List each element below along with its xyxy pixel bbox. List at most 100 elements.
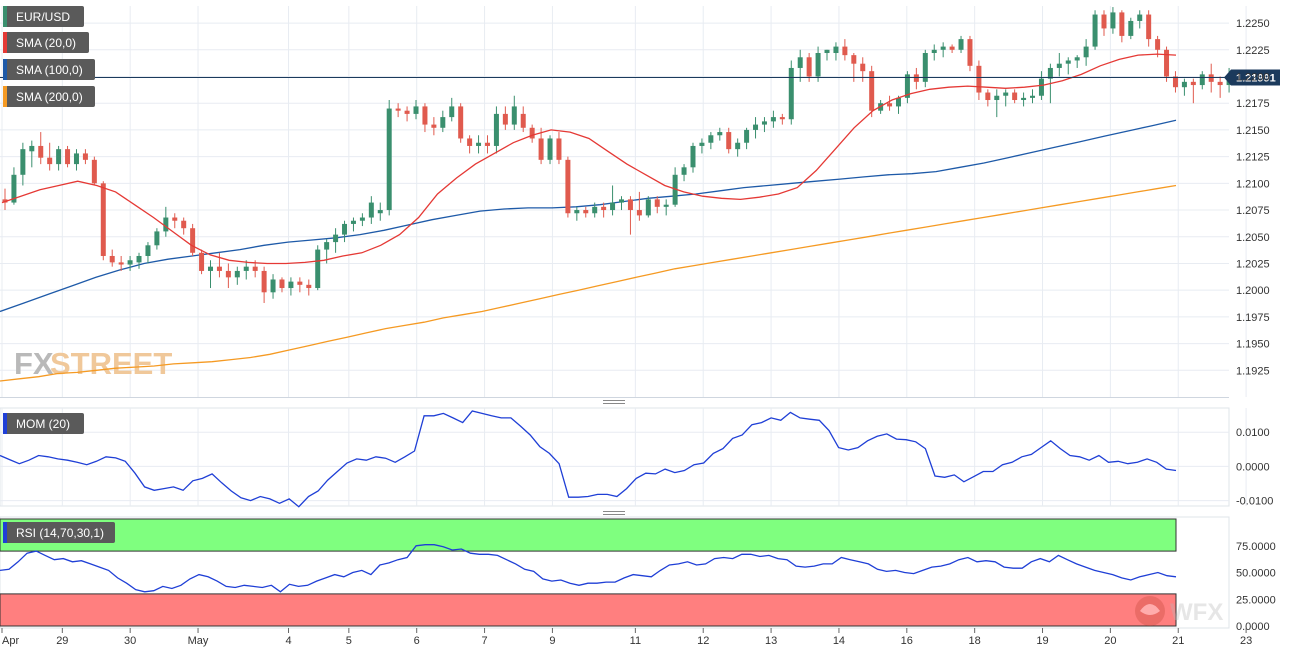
sma20-layer [1,53,1177,265]
candle-body [127,260,133,265]
time-tick-label: 12 [697,635,709,647]
momentum-panel: 0.0100 0.0000 -0.0100 [0,407,1273,508]
candle-body [118,262,124,265]
candle-body [976,65,982,93]
candle-body [619,199,625,203]
candle-body [493,113,499,146]
candle-body [190,228,196,253]
candle-body [1190,81,1196,86]
price-tick-label: 1.2175 [1236,98,1270,110]
time-tick-label: 18 [969,635,981,647]
candle-body [967,39,973,66]
candle-body [708,135,714,143]
candle-body [842,46,848,56]
candle-body [56,149,62,165]
candle-body [502,113,508,125]
candle-body [735,142,741,150]
candle-body [1003,92,1009,96]
candle-body [404,110,410,114]
candle-body [824,49,830,54]
price-tick-label: 1.2100 [1236,178,1270,190]
price-grid [0,6,1247,397]
candle-body [511,106,517,125]
candle-body [38,145,44,158]
candle-body [895,97,901,107]
momentum-grid [0,408,1247,506]
candle-body [181,220,187,229]
candle-body [753,124,759,130]
time-tick-label: 20 [1104,635,1116,647]
legend-pair[interactable]: EUR/USD [3,6,84,27]
candles-layer [2,7,1232,303]
rsi-tick-label: 0.0000 [1236,621,1270,633]
rsi-overbought-zone [0,518,1177,552]
resize-handle-1[interactable] [603,400,625,404]
legend-sma200[interactable]: SMA (200,0) [3,86,95,107]
legend-sma20[interactable]: SMA (20,0) [3,32,89,53]
time-tick-label: 9 [549,635,555,647]
time-tick-label: 16 [901,635,913,647]
current-price-marker [1224,69,1280,86]
legend-sma100[interactable]: SMA (100,0) [3,59,95,80]
price-tick-label: 1.2200 [1236,72,1270,84]
time-tick-label: 6 [414,635,420,647]
candle-body [440,117,446,128]
candle-body [1155,39,1161,50]
candle-body [333,234,339,243]
candle-body [1199,74,1205,86]
candle-body [1038,78,1044,96]
candle-body [225,270,231,278]
candle-body [11,174,17,203]
candle-body [681,167,687,175]
candle-body [288,281,294,289]
candle-body [413,106,419,114]
legend-rsi[interactable]: RSI (14,70,30,1) [3,522,115,543]
candle-body [1083,46,1089,58]
candle-body [770,117,776,122]
candle-body [1119,12,1125,36]
candle-body [279,279,285,289]
time-axis: Apr2930May456791112131416181920212325262… [1,628,1252,647]
price-tick-label: 1.2050 [1236,232,1270,244]
candle-body [386,108,392,211]
candle-body [350,220,356,224]
price-tick-label: 1.2150 [1236,125,1270,137]
price-panel: FX STREET 1.21991 1.22501.22251.22001.21… [0,6,1280,397]
watermark-street: STREET [50,346,172,381]
candle-body [1181,81,1187,88]
resize-handle-2[interactable] [603,511,625,515]
price-tick-label: 1.1950 [1236,339,1270,351]
candle-body [1074,57,1080,61]
candle-body [860,63,866,72]
mom-tick-label: 0.0000 [1236,461,1270,473]
candle-body [297,281,303,285]
time-tick-label: 7 [481,635,487,647]
legend-mom[interactable]: MOM (20) [3,413,84,434]
legend-mom-label: MOM (20) [16,417,70,431]
candle-body [216,266,222,271]
candle-body [261,270,267,293]
candle-body [395,108,401,111]
candle-body [592,206,598,214]
candle-body [422,106,428,125]
candle-body [368,202,374,218]
candle-body [538,138,544,160]
candle-body [985,92,991,101]
sma100-layer [0,119,1177,313]
mom-tick-label: 0.0100 [1236,427,1270,439]
candle-body [556,138,562,160]
candle-body [252,266,258,271]
legend-sma200-label: SMA (200,0) [16,90,83,104]
candle-body [1146,14,1152,40]
candle-body [583,210,589,214]
candle-body [994,95,1000,101]
candle-body [82,153,88,160]
candle-body [208,266,214,271]
time-tick-label: 21 [1172,635,1184,647]
time-tick-label: 29 [56,635,68,647]
candle-body [109,255,115,263]
candle-body [672,174,678,205]
candle-body [377,210,383,214]
candle-body [547,138,553,160]
